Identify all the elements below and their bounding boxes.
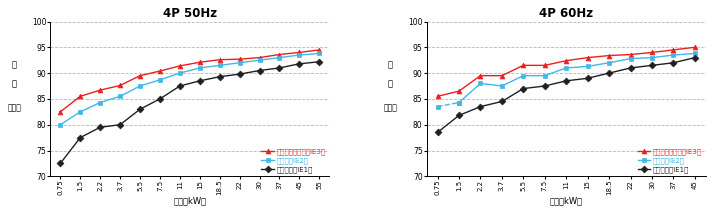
高効率（IE2） — [605, 61, 613, 64]
高効率（IE2） — [176, 72, 184, 74]
標準効率（IE1） — [454, 114, 463, 117]
プレミアム効率（IE3） — [235, 58, 244, 60]
標準効率（IE1） — [96, 126, 104, 129]
高効率（IE2） — [255, 59, 264, 61]
高効率（IE2） — [690, 52, 699, 55]
標準効率（IE1） — [135, 108, 144, 111]
標準効率（IE1） — [295, 63, 304, 65]
プレミアム効率（IE3） — [116, 84, 125, 87]
標準効率（IE1） — [669, 61, 678, 64]
高効率（IE2） — [541, 74, 549, 77]
Text: （％）: （％） — [7, 104, 21, 113]
高効率（IE2） — [519, 74, 528, 77]
標準効率（IE1） — [583, 77, 592, 80]
プレミアム効率（IE3） — [255, 56, 264, 59]
プレミアム効率（IE3） — [96, 89, 104, 91]
高効率（IE2） — [76, 111, 84, 113]
Line: 標準効率（IE1）: 標準効率（IE1） — [58, 59, 322, 166]
プレミアム効率（IE3） — [315, 49, 323, 51]
標準効率（IE1） — [605, 72, 613, 74]
プレミアム効率（IE3） — [519, 64, 528, 67]
高効率（IE2） — [669, 54, 678, 56]
標準効率（IE1） — [476, 105, 485, 108]
標準効率（IE1） — [116, 123, 125, 126]
プレミアム効率（IE3） — [476, 74, 485, 77]
Text: （％）: （％） — [384, 104, 397, 113]
標準効率（IE1） — [176, 85, 184, 87]
標準効率（IE1） — [56, 162, 65, 165]
プレミアム効率（IE3） — [605, 54, 613, 57]
標準効率（IE1） — [275, 67, 284, 69]
Line: 高効率（IE2）: 高効率（IE2） — [456, 51, 697, 105]
X-axis label: 出力（kW）: 出力（kW） — [174, 197, 207, 206]
プレミアム効率（IE3） — [669, 49, 678, 51]
高効率（IE2） — [498, 85, 506, 87]
プレミアム効率（IE3） — [76, 95, 84, 98]
Text: 率: 率 — [388, 79, 393, 88]
高効率（IE2） — [56, 123, 65, 126]
プレミアム効率（IE3） — [176, 64, 184, 67]
Title: 4P 50Hz: 4P 50Hz — [163, 7, 217, 20]
標準効率（IE1） — [433, 131, 442, 134]
標準効率（IE1） — [76, 136, 84, 139]
高効率（IE2） — [454, 101, 463, 104]
高効率（IE2） — [648, 56, 657, 59]
標準効率（IE1） — [156, 98, 164, 100]
高効率（IE2） — [583, 65, 592, 68]
標準効率（IE1） — [626, 67, 635, 69]
プレミアム効率（IE3） — [648, 51, 657, 54]
高効率（IE2） — [562, 67, 570, 69]
プレミアム効率（IE3） — [195, 61, 204, 64]
プレミアム効率（IE3） — [433, 95, 442, 98]
Line: 標準効率（IE1）: 標準効率（IE1） — [435, 55, 697, 135]
プレミアム効率（IE3） — [690, 46, 699, 49]
標準効率（IE1） — [541, 85, 549, 87]
プレミアム効率（IE3） — [275, 53, 284, 56]
高効率（IE2） — [116, 95, 125, 98]
高効率（IE2） — [235, 61, 244, 64]
プレミアム効率（IE3） — [454, 90, 463, 92]
Legend: プレミアム効率（IE3）, 高効率（IE2）, 標準効率（IE1）: プレミアム効率（IE3）, 高効率（IE2）, 標準効率（IE1） — [636, 147, 703, 174]
プレミアム効率（IE3） — [295, 51, 304, 54]
Legend: プレミアム効率（IE3）, 高効率（IE2）, 標準効率（IE1）: プレミアム効率（IE3）, 高効率（IE2）, 標準効率（IE1） — [260, 147, 327, 174]
高効率（IE2） — [195, 67, 204, 69]
高効率（IE2） — [315, 52, 323, 55]
高効率（IE2） — [476, 82, 485, 85]
プレミアム効率（IE3） — [156, 70, 164, 72]
Line: プレミアム効率（IE3）: プレミアム効率（IE3） — [435, 45, 697, 99]
Text: 効: 効 — [388, 60, 393, 69]
プレミアム効率（IE3） — [562, 59, 570, 62]
高効率（IE2） — [215, 64, 224, 67]
標準効率（IE1） — [195, 80, 204, 82]
標準効率（IE1） — [648, 64, 657, 67]
プレミアム効率（IE3） — [56, 111, 65, 113]
プレミアム効率（IE3） — [626, 53, 635, 56]
標準効率（IE1） — [562, 80, 570, 82]
標準効率（IE1） — [255, 69, 264, 72]
プレミアム効率（IE3） — [135, 74, 144, 77]
高効率（IE2） — [295, 54, 304, 56]
標準効率（IE1） — [498, 100, 506, 103]
プレミアム効率（IE3） — [498, 74, 506, 77]
高効率（IE2） — [156, 78, 164, 81]
標準効率（IE1） — [315, 60, 323, 63]
Text: 率: 率 — [12, 79, 17, 88]
高効率（IE2） — [626, 57, 635, 60]
Line: プレミアム効率（IE3）: プレミアム効率（IE3） — [58, 48, 322, 114]
標準効率（IE1） — [690, 56, 699, 59]
標準効率（IE1） — [215, 75, 224, 78]
プレミアム効率（IE3） — [541, 64, 549, 67]
Line: 高効率（IE2）: 高効率（IE2） — [58, 51, 322, 127]
プレミアム効率（IE3） — [215, 58, 224, 61]
標準効率（IE1） — [519, 87, 528, 90]
高効率（IE2） — [275, 56, 284, 59]
Text: 効: 効 — [12, 60, 17, 69]
標準効率（IE1） — [235, 73, 244, 75]
高効率（IE2） — [135, 85, 144, 87]
X-axis label: 出力（kW）: 出力（kW） — [549, 197, 582, 206]
Title: 4P 60Hz: 4P 60Hz — [539, 7, 593, 20]
高効率（IE2） — [96, 101, 104, 104]
プレミアム効率（IE3） — [583, 56, 592, 59]
